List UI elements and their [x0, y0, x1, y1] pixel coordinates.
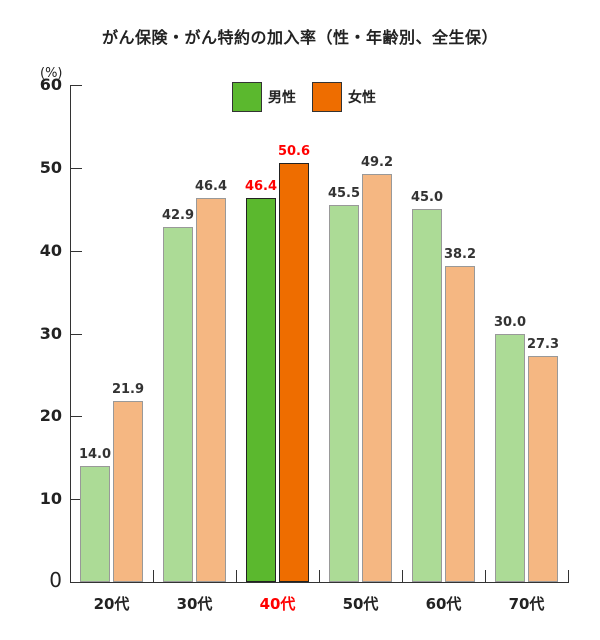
y-tick-label: 0	[49, 568, 62, 592]
bar-female	[445, 265, 475, 582]
y-tick-label: 20	[39, 406, 62, 426]
value-label: 49.2	[360, 155, 394, 171]
legend-item-male: 男性	[232, 82, 296, 112]
y-tick-label: 40	[39, 240, 62, 260]
legend-label-female: 女性	[348, 90, 376, 106]
legend-label-male: 男性	[268, 90, 296, 106]
x-tick	[236, 570, 237, 582]
legend-item-female: 女性	[312, 82, 376, 112]
x-category-label: 40代	[259, 595, 296, 613]
legend-swatch-female	[312, 82, 342, 112]
y-tick-label: 60	[39, 75, 62, 94]
x-tick	[153, 570, 154, 582]
value-label: 27.3	[526, 336, 560, 352]
bar-female	[196, 197, 226, 582]
value-label: 30.0	[493, 314, 527, 330]
x-tick	[319, 570, 320, 582]
value-label: 38.2	[443, 246, 477, 262]
bar-female	[279, 162, 309, 582]
bar-female	[113, 400, 143, 582]
y-tick	[70, 250, 82, 252]
value-label: 46.4	[244, 178, 278, 194]
y-tick-label: 50	[39, 157, 62, 177]
x-tick	[485, 570, 486, 582]
x-category-label: 30代	[176, 595, 213, 613]
bar-female	[362, 174, 392, 582]
x-axis-line	[70, 582, 569, 583]
value-label: 50.6	[277, 143, 311, 159]
y-tick	[70, 416, 82, 418]
bar-male	[329, 205, 359, 582]
y-tick	[70, 167, 82, 169]
x-category-label: 70代	[508, 595, 545, 613]
y-tick	[70, 333, 82, 335]
legend: 男性 女性	[232, 82, 384, 112]
bar-male	[246, 197, 276, 582]
value-label: 46.4	[194, 178, 228, 194]
y-tick-label: 10	[39, 489, 62, 509]
chart-title: がん保険・がん特約の加入率（性・年齢別、全生保）	[101, 28, 498, 47]
y-tick-label: 30	[39, 323, 62, 343]
value-label: 42.9	[161, 207, 195, 223]
y-axis-unit: (%)	[40, 66, 63, 81]
x-category-label: 20代	[93, 595, 130, 613]
value-label: 45.0	[410, 190, 444, 206]
bar-male	[412, 209, 442, 582]
x-tick	[402, 570, 403, 582]
x-tick-end	[568, 570, 569, 582]
bar-male	[495, 333, 525, 582]
value-label: 45.5	[327, 186, 361, 202]
bar-male	[163, 226, 193, 582]
value-label: 21.9	[111, 381, 145, 397]
y-tick	[70, 499, 82, 501]
value-label: 14.0	[78, 447, 112, 463]
y-tick	[70, 85, 82, 86]
bar-female	[528, 355, 558, 582]
x-category-label: 60代	[425, 595, 462, 613]
x-category-label: 50代	[342, 595, 379, 613]
legend-swatch-male	[232, 82, 262, 112]
bar-male	[80, 466, 110, 582]
